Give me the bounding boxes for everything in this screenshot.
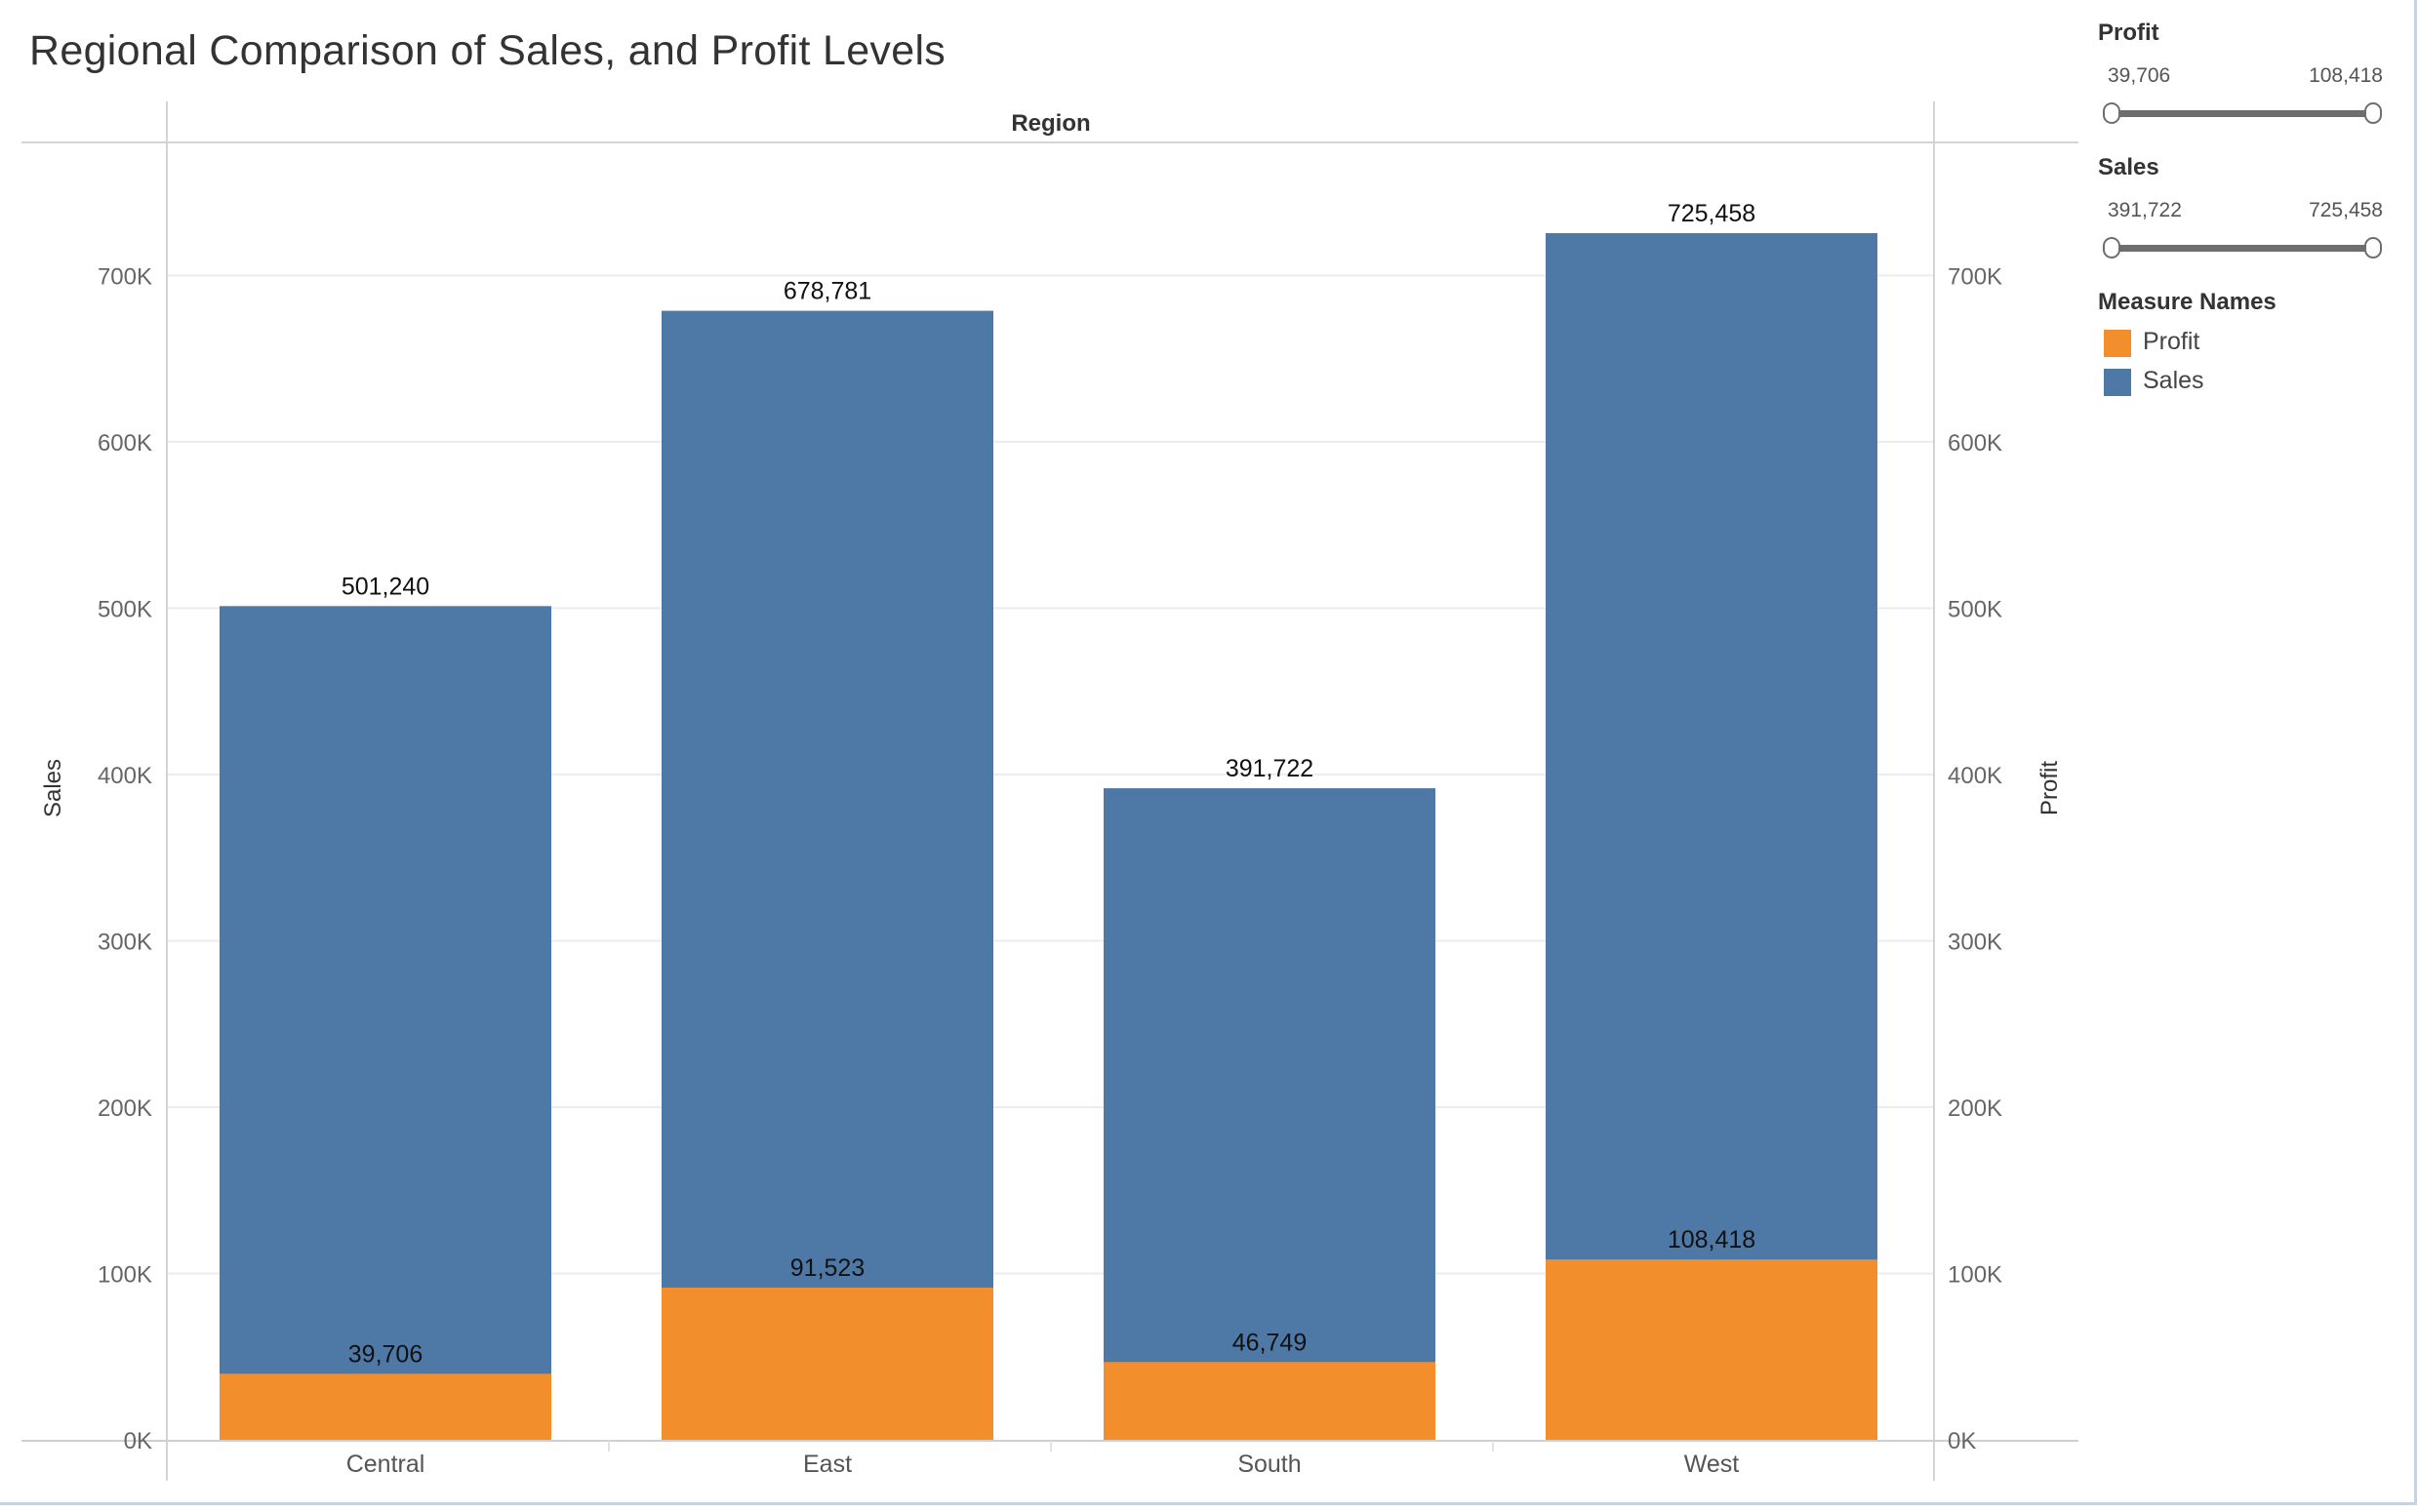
profit-value-label: 46,749 <box>1232 1329 1307 1356</box>
category-label-west: West <box>1684 1451 1740 1478</box>
profit-filter-min: 39,706 <box>2108 64 2171 87</box>
profit-value-label: 39,706 <box>348 1340 423 1368</box>
y2-tick-label: 500K <box>1948 596 2002 622</box>
y-tick-label: 300K <box>98 929 152 955</box>
y2-tick-label: 300K <box>1948 929 2002 955</box>
legend-label-profit: Profit <box>2143 328 2200 355</box>
bar-profit-central <box>220 1373 551 1440</box>
y-tick-label: 100K <box>98 1261 152 1288</box>
y2-tick-label: 400K <box>1948 763 2002 789</box>
profit-range-slider[interactable] <box>2103 102 2382 124</box>
bar-profit-east <box>662 1287 993 1440</box>
chart-title: Regional Comparison of Sales, and Profit… <box>29 27 947 74</box>
category-label-east: East <box>803 1451 852 1478</box>
y2-tick-label: 200K <box>1948 1095 2002 1122</box>
profit-slider-max-handle[interactable] <box>2364 102 2382 124</box>
y-tick-label: 200K <box>98 1095 152 1122</box>
bar-profit-south <box>1104 1362 1435 1440</box>
sales-filter-title: Sales <box>2098 154 2159 180</box>
bar-sales-east <box>662 310 993 1441</box>
category-label-central: Central <box>346 1451 425 1478</box>
y-tick-label: 0K <box>124 1428 152 1454</box>
region-header: Region <box>1011 110 1090 137</box>
category-label-south: South <box>1237 1451 1301 1478</box>
y2-tick-label: 100K <box>1948 1261 2002 1288</box>
sales-slider-min-handle[interactable] <box>2103 237 2120 259</box>
y2-tick-label: 0K <box>1948 1428 1976 1454</box>
legend-title: Measure Names <box>2098 289 2277 315</box>
y-tick-label: 500K <box>98 596 152 622</box>
sales-value-label: 391,722 <box>1226 755 1313 782</box>
y2-axis-title: Profit <box>2036 761 2063 816</box>
sales-swatch <box>2104 369 2131 396</box>
bar-chart: Region 0K 0K 100K 100K 200K 200K 300K 300K 400K 40… <box>21 101 2078 1481</box>
legend-label-sales: Sales <box>2143 367 2204 394</box>
sales-slider-max-handle[interactable] <box>2364 237 2382 259</box>
y-tick-label: 600K <box>98 430 152 457</box>
profit-slider-min-handle[interactable] <box>2103 102 2120 124</box>
sales-value-label: 501,240 <box>342 573 429 600</box>
y-axis-title: Sales <box>40 759 66 817</box>
sales-filter-max: 725,458 <box>2309 199 2383 221</box>
sales-range-slider[interactable] <box>2103 237 2382 259</box>
bar-sales-south <box>1104 788 1435 1440</box>
sales-filter-min: 391,722 <box>2108 199 2182 221</box>
profit-swatch <box>2104 330 2131 357</box>
y2-tick-label: 600K <box>1948 430 2002 457</box>
sales-value-label: 678,781 <box>784 278 871 305</box>
y-tick-label: 700K <box>98 263 152 290</box>
y-tick-label: 400K <box>98 763 152 789</box>
sales-value-label: 725,458 <box>1668 200 1755 227</box>
bar-sales-central <box>220 606 551 1440</box>
profit-value-label: 108,418 <box>1668 1226 1755 1253</box>
profit-filter-title: Profit <box>2098 20 2159 46</box>
bar-profit-west <box>1546 1259 1877 1440</box>
bar-sales-west <box>1546 233 1877 1440</box>
profit-filter-max: 108,418 <box>2309 64 2383 87</box>
profit-value-label: 91,523 <box>790 1254 865 1282</box>
y2-tick-label: 700K <box>1948 263 2002 290</box>
